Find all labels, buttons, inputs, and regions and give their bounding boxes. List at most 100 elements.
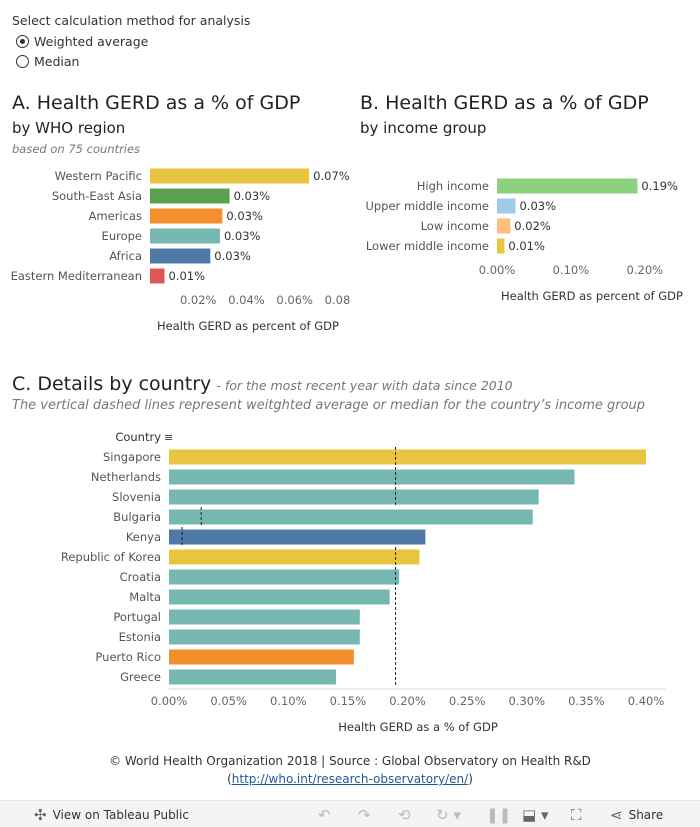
footer-paren-open: ( <box>227 772 232 786</box>
category-label-western-pacific: Western Pacific <box>55 169 142 183</box>
undo-icon[interactable]: ↶ <box>318 806 331 824</box>
x-tick-label: 0.25% <box>449 694 486 708</box>
bar-malta <box>169 589 390 605</box>
value-label-lower-middle-income: 0.01% <box>508 239 545 253</box>
radio-weighted-average[interactable]: Weighted average <box>16 34 148 49</box>
download-icon[interactable]: ⬓ ▾ <box>522 806 549 824</box>
x-tick-label: 0.02% <box>180 293 217 307</box>
view-on-tableau-button[interactable]: ✣ View on Tableau Public <box>34 806 189 824</box>
x-tick-label: 0.05% <box>210 694 247 708</box>
chart-c-heading: C. Details by country - for the most rec… <box>12 373 513 395</box>
bar-eastern-mediterranean <box>150 268 165 284</box>
x-tick-label: 0.00% <box>151 694 188 708</box>
refresh-icon[interactable]: ↻ ▾ <box>436 806 461 824</box>
pause-icon[interactable]: ❚❚ <box>486 806 512 824</box>
category-label-kenya: Kenya <box>126 530 161 544</box>
x-tick-label: 0.20% <box>389 694 426 708</box>
bar-croatia <box>169 569 400 585</box>
category-label-africa: Africa <box>109 249 142 263</box>
bar-western-pacific <box>150 168 310 184</box>
share-label: Share <box>628 808 664 822</box>
bar-netherlands <box>169 469 575 485</box>
value-label-low-income: 0.02% <box>514 219 551 233</box>
footer-link-line: (http://who.int/research-observatory/en/… <box>0 772 700 786</box>
chart-c-title: C. Details by country <box>12 373 212 395</box>
bar-africa <box>150 248 211 264</box>
footer-source-link[interactable]: http://who.int/research-observatory/en/ <box>231 772 469 786</box>
x-tick-label: 0.00% <box>479 263 516 277</box>
category-label-south-east-asia: South-East Asia <box>52 189 142 203</box>
x-tick-label: 0.10% <box>270 694 307 708</box>
radio-weighted-average-label: Weighted average <box>34 34 149 49</box>
share-icon: ⋖ <box>610 806 623 824</box>
bar-estonia <box>169 629 360 645</box>
bar-slovenia <box>169 489 539 505</box>
bar-singapore <box>169 449 646 465</box>
x-tick-label: 0.10% <box>553 263 590 277</box>
calc-method-title: Select calculation method for analysis <box>12 13 251 28</box>
chart-a-note: based on 75 countries <box>12 142 141 156</box>
redo-icon[interactable]: ↷ <box>358 806 371 824</box>
footer-paren-close: ) <box>468 772 473 786</box>
value-label-upper-middle-income: 0.03% <box>519 199 556 213</box>
x-tick-label: 0.20% <box>627 263 664 277</box>
radio-median[interactable]: Median <box>16 54 79 69</box>
bar-upper-middle-income <box>497 198 516 214</box>
value-label-high-income: 0.19% <box>641 179 678 193</box>
category-label-netherlands: Netherlands <box>91 470 161 484</box>
tableau-icon: ✣ <box>34 806 47 824</box>
view-on-tableau-label: View on Tableau Public <box>52 808 189 822</box>
x-tick-label: 0.04% <box>228 293 265 307</box>
category-label-croatia: Croatia <box>120 570 161 584</box>
category-label-bulgaria: Bulgaria <box>113 510 161 524</box>
bar-south-east-asia <box>150 188 230 204</box>
category-label-eastern-mediterranean: Eastern Mediterranean <box>11 269 142 283</box>
value-label-south-east-asia: 0.03% <box>234 189 271 203</box>
category-label-portugal: Portugal <box>113 610 161 624</box>
bar-high-income <box>497 178 638 194</box>
value-label-africa: 0.03% <box>214 249 251 263</box>
category-label-puerto-rico: Puerto Rico <box>95 650 161 664</box>
x-axis-title: Health GERD as percent of GDP <box>501 289 683 303</box>
share-button[interactable]: ⋖ Share <box>610 806 663 824</box>
category-label-americas: Americas <box>89 209 142 223</box>
x-tick-label: 0.15% <box>330 694 367 708</box>
x-axis-title: Health GERD as percent of GDP <box>157 319 339 333</box>
value-label-eastern-mediterranean: 0.01% <box>168 269 205 283</box>
bar-republic-of-korea <box>169 549 420 565</box>
bar-lower-middle-income <box>497 238 505 254</box>
x-tick-label: 0.08% <box>325 293 350 307</box>
bar-low-income <box>497 218 511 234</box>
category-label-europe: Europe <box>102 229 142 243</box>
bar-bulgaria <box>169 509 533 525</box>
category-label-republic-of-korea: Republic of Korea <box>61 550 161 564</box>
category-label-malta: Malta <box>129 590 161 604</box>
chart-b-income: High income 0.19% Upper middle income 0.03%… <box>365 178 683 303</box>
radio-median-label: Median <box>34 54 80 69</box>
x-axis-title: Health GERD as a % of GDP <box>338 720 498 734</box>
category-label-estonia: Estonia <box>119 630 161 644</box>
x-tick-label: 0.06% <box>276 293 313 307</box>
category-label-singapore: Singapore <box>103 450 161 464</box>
sort-icon: ≡ <box>164 431 173 444</box>
chart-c-subtitle: The vertical dashed lines represent weit… <box>12 398 646 413</box>
bar-kenya <box>169 529 426 545</box>
chart-b-subtitle: by income group <box>360 119 487 137</box>
radio-selected-icon[interactable] <box>16 35 29 48</box>
bar-portugal <box>169 609 360 625</box>
fullscreen-icon[interactable]: ⛶ <box>571 806 582 824</box>
chart-b-title: B. Health GERD as a % of GDP <box>360 92 649 114</box>
category-label-slovenia: Slovenia <box>112 490 161 504</box>
radio-unselected-icon[interactable] <box>16 55 29 68</box>
category-label-lower-middle-income: Lower middle income <box>366 239 489 253</box>
category-label-low-income: Low income <box>421 219 489 233</box>
category-label-greece: Greece <box>120 670 161 684</box>
bar-americas <box>150 208 223 224</box>
bar-puerto-rico <box>169 649 354 665</box>
tableau-toolbar: ✣ View on Tableau Public ↶ ↷ ⟲ ↻ ▾ ❚❚ ⬓ … <box>0 800 700 827</box>
x-tick-label: 0.40% <box>628 694 665 708</box>
revert-icon[interactable]: ⟲ <box>398 806 411 824</box>
category-label-high-income: High income <box>417 179 489 193</box>
category-label-upper-middle-income: Upper middle income <box>365 199 489 213</box>
bar-greece <box>169 669 336 685</box>
